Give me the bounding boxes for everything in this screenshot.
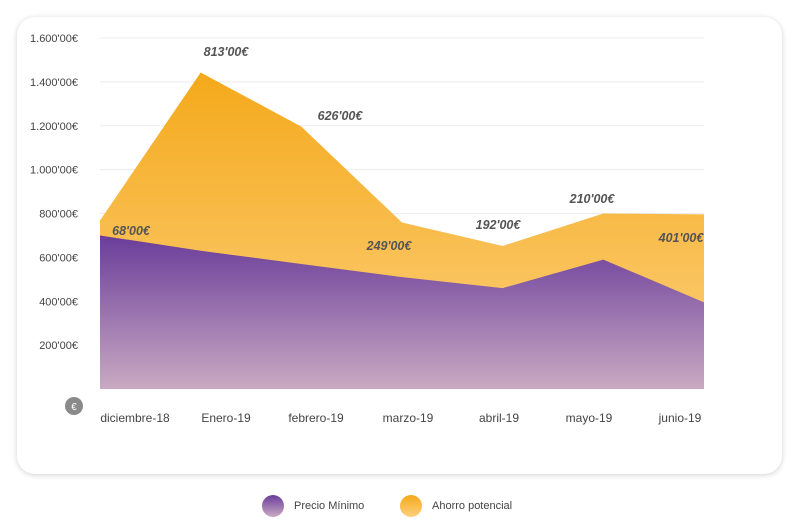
y-tick-label-0: 200'00€ [39,340,78,352]
data-label-ahorro-0: 68'00€ [112,224,151,238]
x-tick-label-4: abril-19 [479,411,519,425]
legend: Precio Mínimo Ahorro potencial [0,495,800,519]
x-tick-label-0: diciembre-18 [100,411,170,425]
data-label-ahorro-2: 626'00€ [318,109,364,123]
area-precio-minimo [100,235,704,389]
legend-item-precio-minimo: Precio Mínimo [262,495,364,517]
y-tick-label-4: 1.000'00€ [30,165,78,177]
legend-item-ahorro-potencial: Ahorro potencial [400,495,512,517]
y-tick-label-7: 1.600'00€ [30,33,78,45]
data-label-ahorro-5: 210'00€ [569,192,616,206]
x-axis-ticks: diciembre-18 Enero-19 febrero-19 marzo-19 ab… [100,411,701,425]
data-label-ahorro-3: 249'00€ [366,239,413,253]
currency-badge: € [65,397,83,415]
y-tick-label-1: 400'00€ [39,296,78,308]
legend-swatch-precio-minimo [262,495,284,517]
x-tick-label-5: mayo-19 [566,411,613,425]
legend-label-precio-minimo: Precio Mínimo [294,500,365,512]
data-label-ahorro-4: 192'00€ [476,218,522,232]
data-label-ahorro-6: 401'00€ [658,231,705,245]
currency-symbol: € [71,402,77,413]
x-tick-label-3: marzo-19 [383,411,434,425]
y-tick-label-2: 600'00€ [39,252,78,264]
areas [100,72,704,390]
data-label-ahorro-1: 813'00€ [204,45,250,59]
y-axis-ticks: 200'00€ 400'00€ 600'00€ 800'00€ 1.000'00€ 1.2… [30,33,78,352]
x-tick-label-2: febrero-19 [288,411,344,425]
data-labels: 68'00€ 813'00€ 626'00€ 249'00€ 192'00€ 210'00… [112,45,704,253]
y-tick-label-5: 1.200'00€ [30,121,78,133]
legend-label-ahorro-potencial: Ahorro potencial [432,500,513,512]
y-tick-label-6: 1.400'00€ [30,77,78,89]
legend-swatch-ahorro-potencial [400,495,422,517]
x-tick-label-6: junio-19 [658,411,702,425]
x-tick-label-1: Enero-19 [201,411,251,425]
y-tick-label-3: 800'00€ [39,209,78,221]
